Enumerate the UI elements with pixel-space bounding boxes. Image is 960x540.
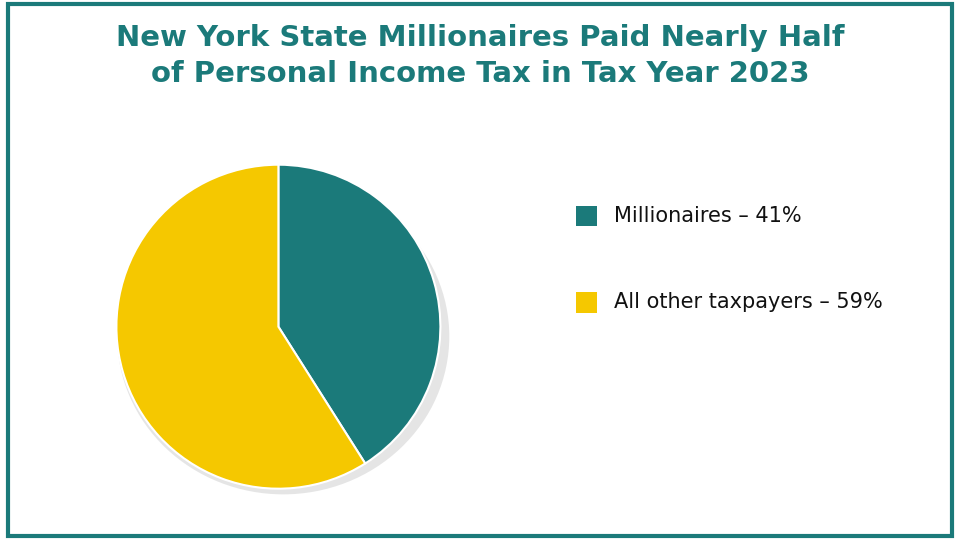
Wedge shape <box>278 165 441 463</box>
Text: All other taxpayers – 59%: All other taxpayers – 59% <box>613 292 882 313</box>
Wedge shape <box>116 165 365 489</box>
Ellipse shape <box>117 178 449 495</box>
Text: Millionaires – 41%: Millionaires – 41% <box>613 206 802 226</box>
Text: New York State Millionaires Paid Nearly Half
of Personal Income Tax in Tax Year : New York State Millionaires Paid Nearly … <box>116 24 844 88</box>
